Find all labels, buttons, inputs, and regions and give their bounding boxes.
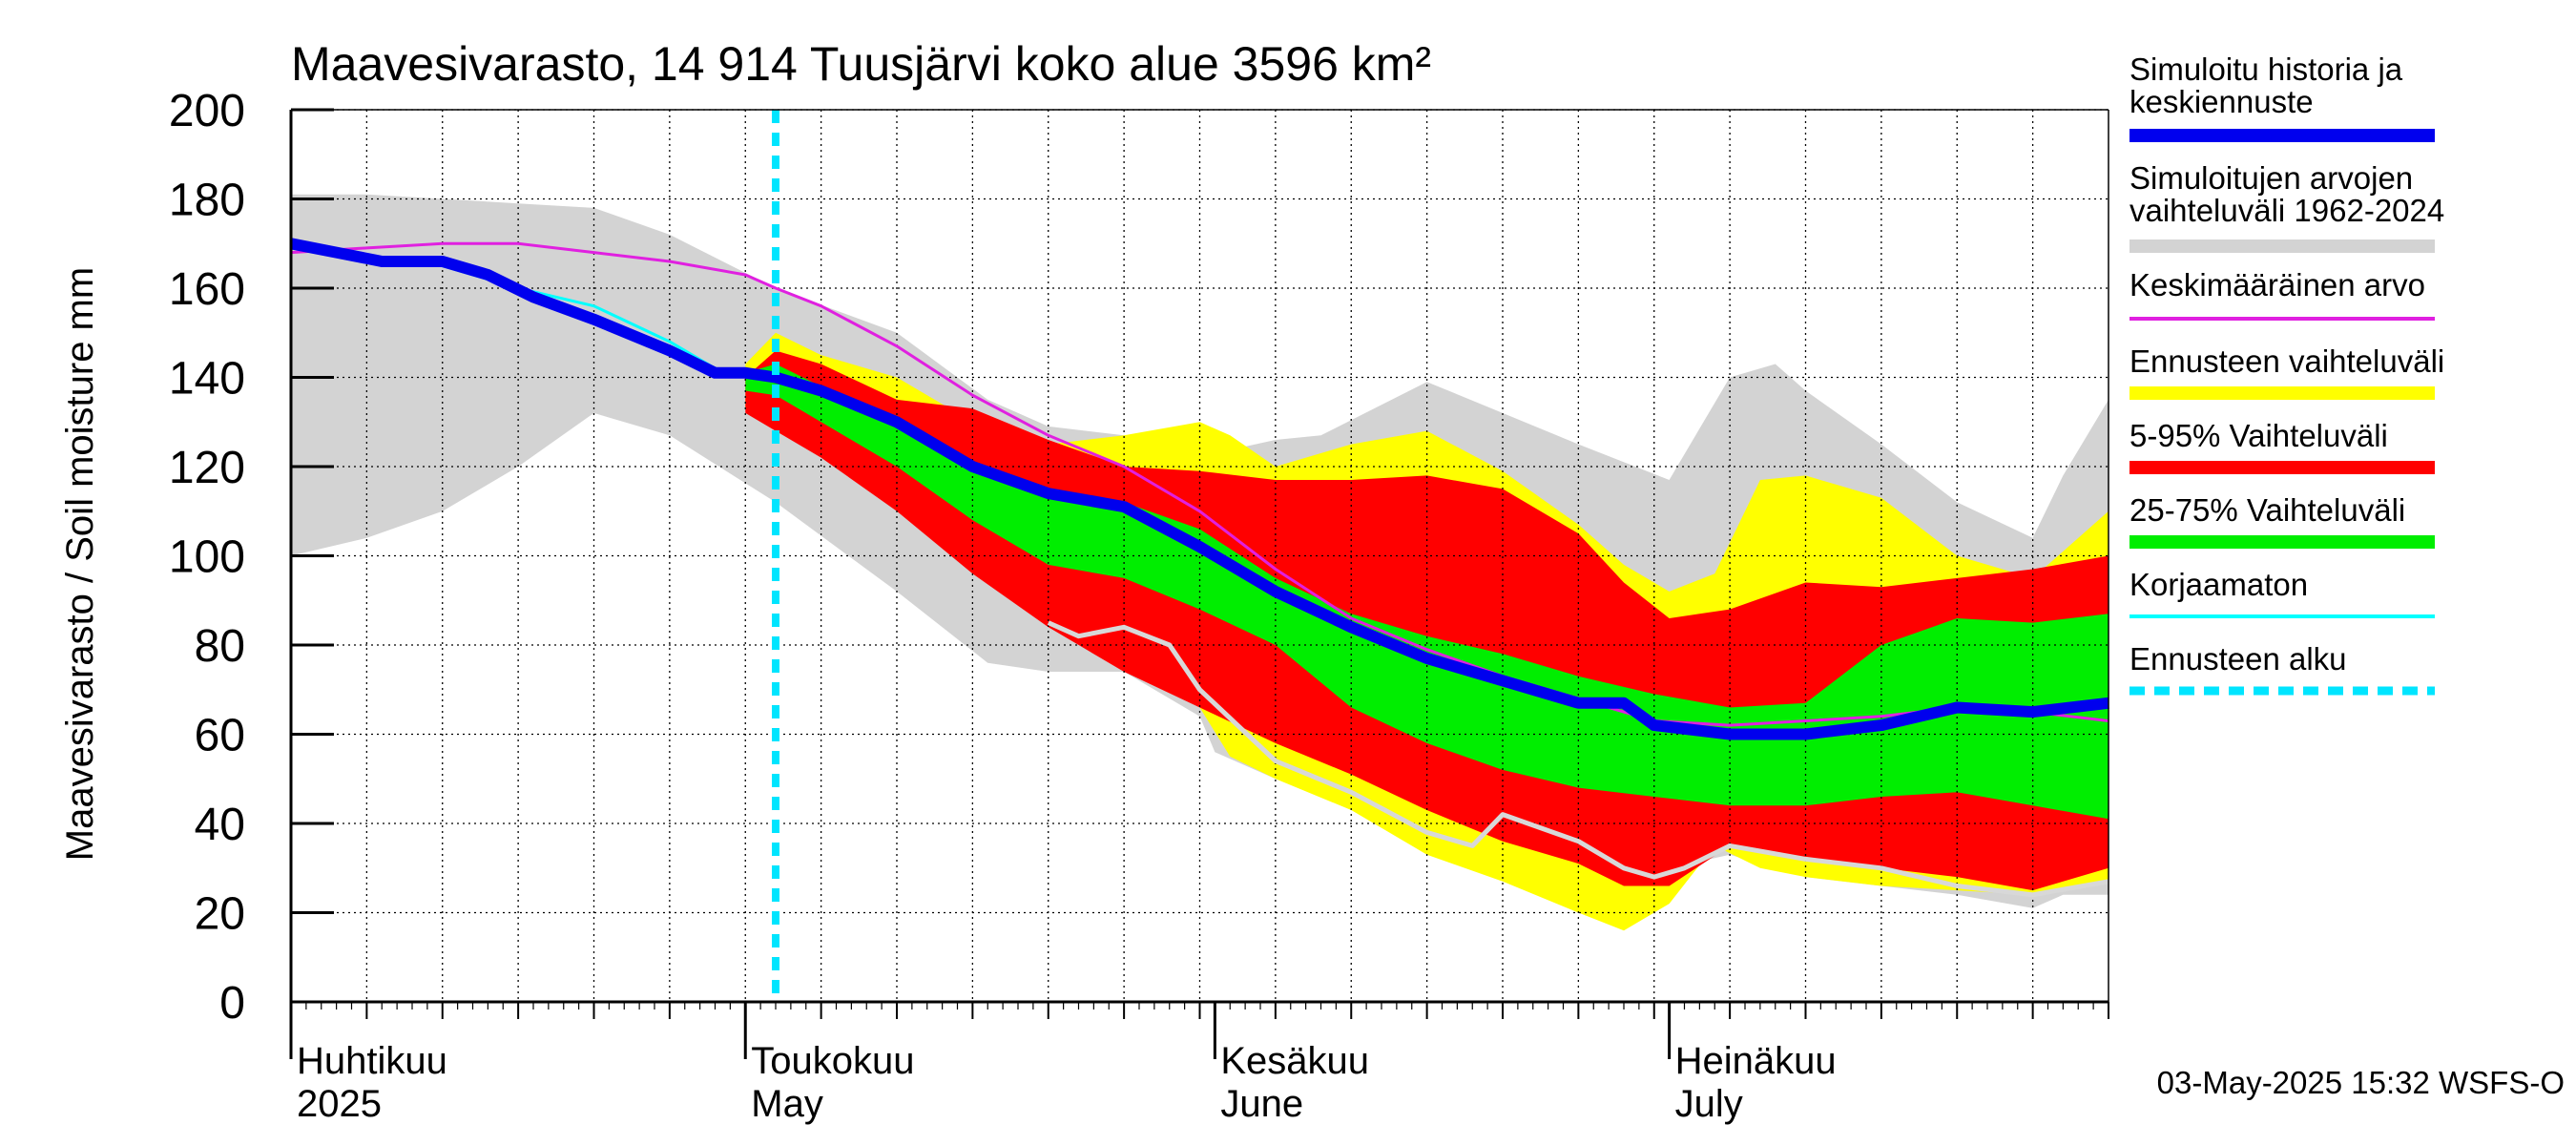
month-label-en: July xyxy=(1675,1083,1743,1125)
y-tick-label: 100 xyxy=(169,532,245,583)
y-tick-label: 20 xyxy=(195,889,245,940)
legend-label: Simuloitu historia ja xyxy=(2129,52,2403,87)
y-tick-label: 0 xyxy=(219,978,245,1029)
month-label-fi: Kesäkuu xyxy=(1220,1040,1369,1082)
line-korjaamaton-ennuste xyxy=(1047,620,2109,898)
y-tick-label: 60 xyxy=(195,711,245,761)
y-tick-label: 120 xyxy=(169,443,245,493)
y-tick-label: 140 xyxy=(169,354,245,405)
legend-label: 25-75% Vaihteluväli xyxy=(2129,492,2405,528)
legend-label: Keskimääräinen arvo xyxy=(2129,267,2425,302)
y-axis-label: Maavesivarasto / Soil moisture mm xyxy=(59,267,101,861)
line-simuloitu-historia-ja-keskiennuste xyxy=(289,238,2109,740)
line-keskim-r-inen-arvo xyxy=(290,241,2109,727)
legend-label: Ennusteen alku xyxy=(2129,641,2347,677)
month-label-fi: Huhtikuu xyxy=(297,1040,447,1082)
y-tick-label: 40 xyxy=(195,800,245,850)
month-label-en: May xyxy=(751,1083,823,1125)
legend-label: 5-95% Vaihteluväli xyxy=(2129,418,2388,453)
legend-label: vaihteluväli 1962-2024 xyxy=(2129,193,2444,228)
month-label-en: June xyxy=(1220,1083,1303,1125)
legend-label: keskiennuste xyxy=(2129,84,2314,119)
legend-label: Simuloitujen arvojen xyxy=(2129,160,2413,196)
plot-lines xyxy=(289,110,2109,1002)
month-label-en: 2025 xyxy=(297,1083,382,1125)
chart-title: Maavesivarasto, 14 914 Tuusjärvi koko al… xyxy=(291,37,1431,91)
month-label-fi: Heinäkuu xyxy=(1675,1040,1837,1082)
y-axis-ticks: 0 20 40 60 80 100 120 140 160 180 200 xyxy=(169,86,334,1029)
y-tick-label: 80 xyxy=(195,621,245,672)
y-tick-label: 180 xyxy=(169,176,245,226)
legend-label: Ennusteen vaihteluväli xyxy=(2129,344,2444,379)
month-label-fi: Toukokuu xyxy=(751,1040,914,1082)
y-tick-label: 160 xyxy=(169,264,245,315)
axes xyxy=(289,109,2109,1059)
legend-label: Korjaamaton xyxy=(2129,567,2308,602)
band-25-75-vaihteluv-li xyxy=(745,364,2109,820)
y-tick-label: 200 xyxy=(169,86,245,136)
timestamp: 03-May-2025 15:32 WSFS-O xyxy=(2157,1065,2565,1100)
